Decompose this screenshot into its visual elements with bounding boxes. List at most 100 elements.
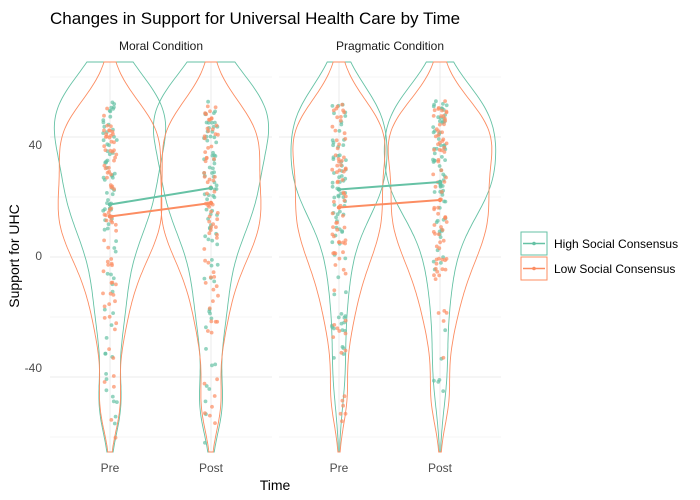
data-point [113, 414, 118, 419]
data-point [210, 404, 214, 409]
data-point [341, 250, 345, 255]
data-point [207, 204, 212, 209]
chart-title: Changes in Support for Universal Health … [50, 9, 460, 28]
data-point [436, 158, 441, 162]
data-point [206, 99, 211, 104]
data-point [205, 197, 210, 202]
data-point [111, 356, 116, 360]
data-point [107, 302, 112, 306]
data-point [341, 213, 345, 218]
data-point [105, 106, 109, 111]
data-point [342, 191, 346, 196]
data-point [342, 225, 347, 230]
data-point [213, 421, 217, 425]
y-tick-label: 40 [29, 138, 43, 152]
data-point [439, 114, 444, 119]
data-point [212, 170, 217, 175]
data-point [115, 400, 119, 404]
data-point [444, 141, 449, 146]
data-point [435, 269, 440, 274]
data-point [332, 326, 336, 331]
data-point [337, 129, 342, 133]
data-point [431, 125, 436, 129]
data-point [338, 411, 343, 416]
data-point [343, 137, 348, 141]
data-point [342, 394, 347, 399]
violin-outline [160, 61, 262, 453]
data-point [102, 113, 106, 118]
data-point [104, 218, 109, 223]
violin-outline [152, 61, 270, 453]
data-point [333, 128, 338, 133]
data-point [339, 350, 344, 355]
data-point [336, 240, 341, 245]
data-point [212, 161, 217, 166]
data-point [110, 129, 115, 134]
data-point [336, 315, 341, 320]
data-point [338, 118, 343, 123]
data-point [102, 238, 106, 243]
data-point [343, 194, 348, 199]
data-point [439, 261, 443, 265]
data-point [439, 168, 444, 173]
data-point [101, 138, 106, 143]
legend-label-low: Low Social Consensus [554, 262, 675, 276]
data-point [436, 205, 440, 210]
data-point [330, 180, 335, 185]
data-point [432, 223, 437, 227]
data-point [208, 109, 212, 114]
data-point [332, 195, 337, 200]
mean-point [437, 179, 443, 185]
data-point [340, 398, 345, 403]
data-point [335, 115, 340, 120]
data-point [431, 172, 436, 177]
data-point [439, 190, 444, 194]
data-point [106, 263, 111, 267]
data-point [443, 158, 447, 163]
data-point [339, 174, 344, 178]
data-point [204, 112, 209, 117]
data-point [330, 211, 335, 216]
data-point [206, 146, 211, 150]
data-point [440, 130, 444, 135]
data-point [437, 164, 442, 168]
data-point [212, 189, 217, 194]
data-point [343, 271, 348, 276]
data-point [340, 178, 345, 182]
mean-point [336, 187, 342, 192]
data-point [110, 263, 114, 268]
data-point [432, 273, 436, 278]
violin-outline [53, 61, 167, 453]
mean-point [208, 185, 214, 191]
data-point [207, 177, 212, 182]
data-point [102, 380, 107, 384]
data-point [332, 111, 336, 116]
data-point [207, 387, 212, 391]
mean-point [208, 200, 214, 206]
data-point [337, 329, 342, 333]
data-point [443, 258, 447, 263]
data-point [211, 166, 215, 171]
data-point [436, 311, 441, 315]
data-point [209, 330, 214, 335]
data-point [109, 257, 114, 261]
data-point [434, 257, 439, 262]
data-point [343, 114, 348, 118]
data-point [341, 403, 345, 408]
data-point [111, 311, 115, 315]
data-point [332, 199, 336, 204]
data-point [207, 117, 211, 122]
data-point [339, 163, 343, 168]
data-point [444, 220, 449, 224]
data-point [336, 275, 341, 280]
data-point [109, 272, 113, 277]
data-point [109, 172, 113, 177]
data-point [332, 288, 337, 293]
data-point [432, 148, 436, 152]
data-point [343, 318, 348, 323]
data-point [441, 355, 446, 360]
mean-line [338, 181, 441, 191]
data-point [109, 218, 113, 223]
data-point [340, 229, 345, 234]
